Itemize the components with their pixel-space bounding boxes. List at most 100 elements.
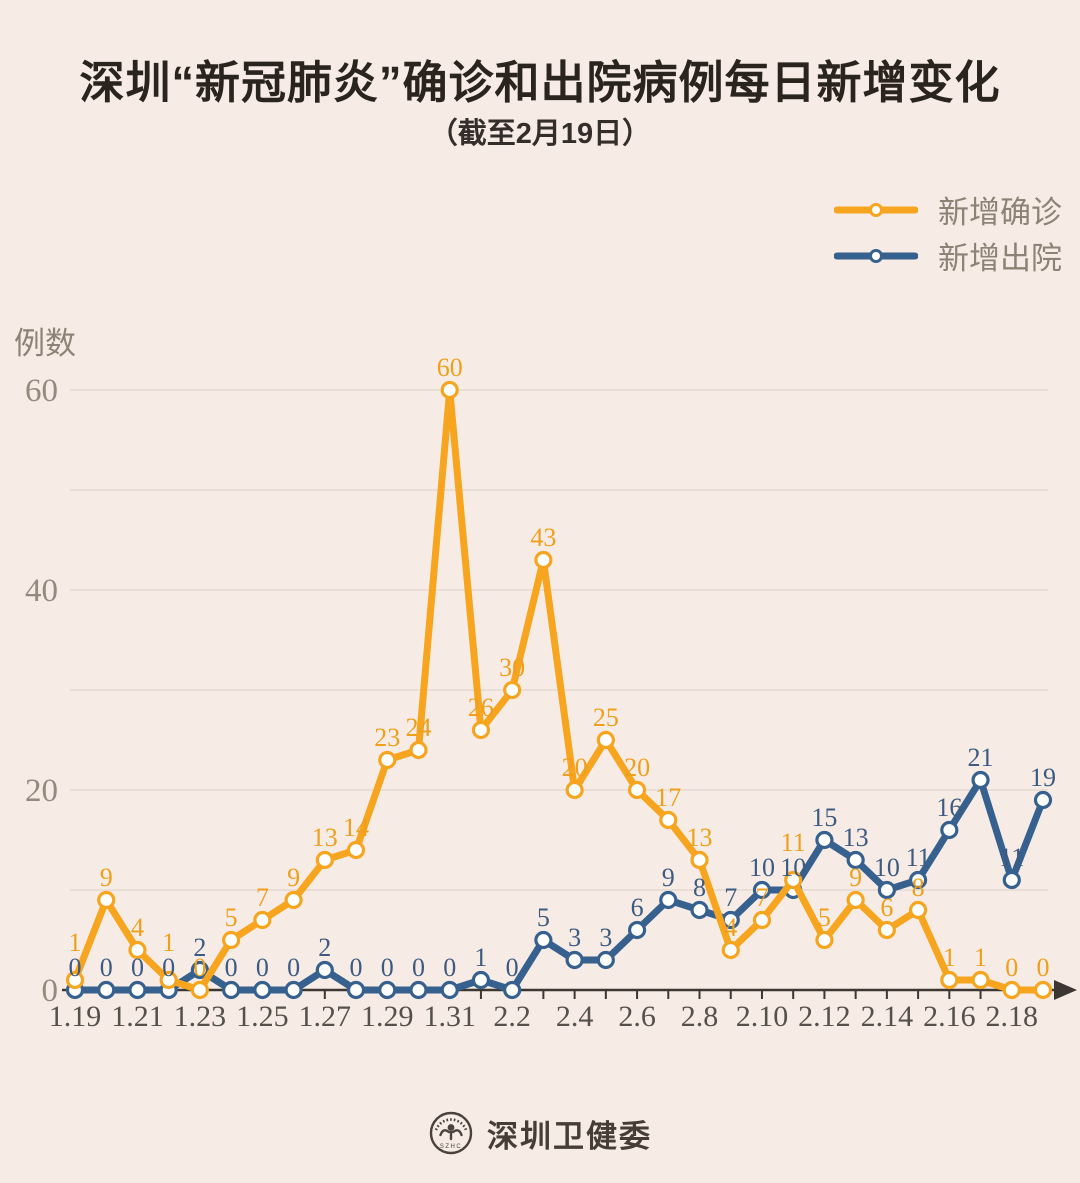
svg-text:40: 40 <box>25 573 58 609</box>
svg-text:0: 0 <box>287 953 300 982</box>
svg-text:2.16: 2.16 <box>923 1000 976 1033</box>
legend-label-discharged: 新增出院 <box>938 241 1062 276</box>
svg-text:0: 0 <box>443 953 456 982</box>
svg-text:20: 20 <box>25 773 58 809</box>
seal-bottom-text: SZHC <box>440 1144 462 1150</box>
svg-text:5: 5 <box>818 903 831 932</box>
svg-text:9: 9 <box>849 863 862 892</box>
x-axis: 1.19 1.21 1.23 1.25 1.27 1.29 1.31 2.2 2.4 2.6 2.8… <box>49 980 1077 1033</box>
svg-text:20: 20 <box>562 753 588 782</box>
svg-text:11: 11 <box>906 843 931 872</box>
svg-text:5: 5 <box>225 903 238 932</box>
svg-text:1.19: 1.19 <box>49 1000 102 1033</box>
svg-text:1: 1 <box>943 943 956 972</box>
legend-item-confirmed: 新增确诊 <box>834 192 1062 230</box>
svg-text:0: 0 <box>506 953 519 982</box>
svg-text:2.10: 2.10 <box>736 1000 789 1033</box>
y-axis-labels: 0 20 40 60 <box>25 373 58 1009</box>
svg-text:0: 0 <box>42 973 59 1009</box>
svg-text:9: 9 <box>287 863 300 892</box>
page-title: 深圳“新冠肺炎”确诊和出院病例每日新增变化 <box>79 57 1001 108</box>
svg-text:0: 0 <box>350 953 363 982</box>
svg-text:7: 7 <box>724 883 737 912</box>
svg-text:1: 1 <box>474 943 487 972</box>
svg-text:11: 11 <box>781 828 806 857</box>
svg-text:15: 15 <box>811 803 837 832</box>
svg-text:24: 24 <box>405 713 431 742</box>
svg-text:1.21: 1.21 <box>111 1000 164 1033</box>
svg-text:3: 3 <box>599 923 612 952</box>
svg-text:10: 10 <box>780 853 806 882</box>
svg-text:60: 60 <box>25 373 58 409</box>
series-discharged <box>65 770 1053 1000</box>
svg-text:23: 23 <box>374 723 400 752</box>
svg-text:2.8: 2.8 <box>681 1000 719 1033</box>
svg-text:1.25: 1.25 <box>236 1000 289 1033</box>
legend-label-confirmed: 新增确诊 <box>938 195 1062 230</box>
svg-text:2: 2 <box>193 933 206 962</box>
svg-text:8: 8 <box>693 873 706 902</box>
svg-text:3: 3 <box>568 923 581 952</box>
legend-item-discharged: 新增出院 <box>834 238 1062 276</box>
svg-text:0: 0 <box>100 953 113 982</box>
svg-text:0: 0 <box>69 953 82 982</box>
svg-text:0: 0 <box>131 953 144 982</box>
svg-text:10: 10 <box>749 853 775 882</box>
svg-text:2.14: 2.14 <box>861 1000 914 1033</box>
svg-text:2.18: 2.18 <box>986 1000 1039 1033</box>
svg-text:60: 60 <box>437 353 463 382</box>
svg-text:1: 1 <box>974 943 987 972</box>
svg-text:0: 0 <box>225 953 238 982</box>
line-marker-icon-confirmed <box>834 202 918 217</box>
svg-text:14: 14 <box>343 813 369 842</box>
svg-text:2.2: 2.2 <box>493 1000 531 1033</box>
svg-text:1.29: 1.29 <box>361 1000 414 1033</box>
svg-text:1: 1 <box>162 928 175 957</box>
svg-text:0: 0 <box>381 953 394 982</box>
svg-text:19: 19 <box>1030 763 1056 792</box>
svg-text:9: 9 <box>662 863 675 892</box>
svg-text:20: 20 <box>624 753 650 782</box>
svg-text:25: 25 <box>593 703 619 732</box>
svg-text:1.23: 1.23 <box>174 1000 227 1033</box>
y-axis-unit-label: 例数 <box>14 326 76 361</box>
svg-text:9: 9 <box>100 863 113 892</box>
legend: 新增确诊 新增出院 <box>834 192 1062 276</box>
svg-text:1: 1 <box>69 928 82 957</box>
svg-text:21: 21 <box>968 743 994 772</box>
svg-text:5: 5 <box>537 903 550 932</box>
svg-text:11: 11 <box>999 843 1024 872</box>
svg-text:2.6: 2.6 <box>618 1000 656 1033</box>
svg-text:4: 4 <box>724 913 737 942</box>
svg-text:13: 13 <box>843 823 869 852</box>
svg-text:1.27: 1.27 <box>299 1000 352 1033</box>
svg-text:4: 4 <box>131 913 144 942</box>
svg-text:8: 8 <box>912 873 925 902</box>
gridlines <box>70 389 1048 891</box>
line-marker-icon-discharged <box>834 248 918 263</box>
svg-text:13: 13 <box>312 823 338 852</box>
svg-text:30: 30 <box>499 653 525 682</box>
org-name: 深圳卫健委 <box>487 1118 652 1154</box>
svg-text:43: 43 <box>530 523 556 552</box>
svg-text:6: 6 <box>880 893 893 922</box>
svg-text:0: 0 <box>162 953 175 982</box>
svg-text:7: 7 <box>755 883 768 912</box>
svg-text:0: 0 <box>1037 953 1050 982</box>
svg-text:0: 0 <box>193 953 206 982</box>
page-subtitle: （截至2月19日） <box>428 118 652 150</box>
svg-text:2: 2 <box>318 933 331 962</box>
svg-text:6: 6 <box>631 893 644 922</box>
svg-text:0: 0 <box>1005 953 1018 982</box>
svg-text:10: 10 <box>874 853 900 882</box>
series-confirmed <box>65 380 1053 1000</box>
svg-text:16: 16 <box>936 793 962 822</box>
svg-text:2.4: 2.4 <box>556 1000 594 1033</box>
footer: SZHC 深圳卫健委 <box>0 1110 1080 1156</box>
svg-text:7: 7 <box>256 883 269 912</box>
svg-text:13: 13 <box>687 823 713 852</box>
svg-text:1.31: 1.31 <box>423 1000 476 1033</box>
